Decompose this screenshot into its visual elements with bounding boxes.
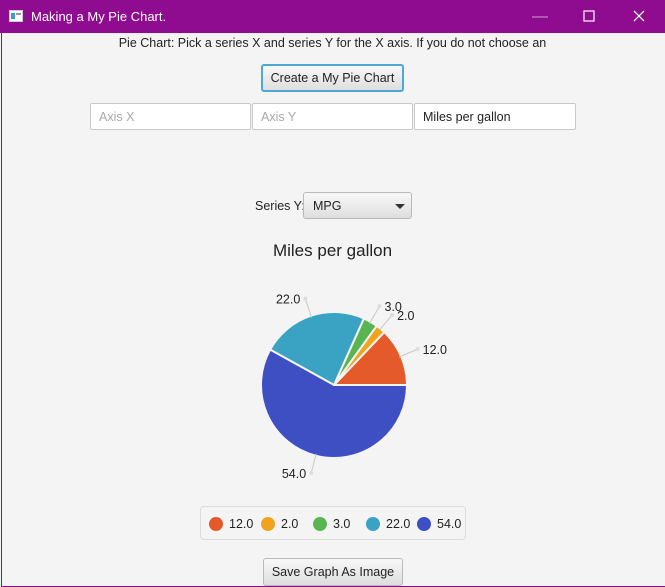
- slice-label-marker: [303, 296, 308, 301]
- legend-label: 2.0: [281, 517, 299, 531]
- app-icon: [9, 10, 23, 22]
- legend-label: 12.0: [229, 517, 254, 531]
- slice-label: 12.0: [423, 343, 447, 357]
- window-title: Making a My Pie Chart.: [31, 9, 167, 24]
- save-graph-button[interactable]: Save Graph As Image: [263, 558, 403, 586]
- slice-label-line: [399, 348, 418, 358]
- legend-label: 54.0: [437, 517, 462, 531]
- slice-label-marker: [390, 312, 395, 317]
- series-y-label: Series Y:: [255, 199, 305, 213]
- legend-swatch: [261, 517, 275, 531]
- chart-title-input[interactable]: [414, 103, 576, 130]
- series-y-selected: MPG: [313, 199, 342, 213]
- legend-swatch: [209, 517, 223, 531]
- legend-label: 3.0: [333, 517, 351, 531]
- chevron-down-icon: [395, 204, 405, 209]
- slice-label: 54.0: [282, 467, 306, 481]
- slice-label: 3.0: [385, 300, 402, 314]
- slice-label-line: [310, 453, 317, 474]
- slice-label-line: [304, 298, 313, 318]
- slice-label-marker: [415, 347, 420, 352]
- minimize-icon[interactable]: —: [532, 8, 548, 25]
- axis-x-input[interactable]: [90, 103, 251, 130]
- axis-y-input[interactable]: [252, 103, 413, 130]
- legend-label: 22.0: [386, 517, 411, 531]
- series-y-select[interactable]: MPG: [303, 192, 412, 219]
- slice-label-line: [378, 314, 393, 331]
- legend-swatch: [313, 517, 327, 531]
- chart-legend: 12.0 2.0 3.0 22.0 54.0: [200, 506, 466, 540]
- info-text: Pie Chart: Pick a series X and series Y …: [118, 36, 547, 50]
- chart-title: Miles per gallon: [272, 241, 393, 260]
- maximize-icon[interactable]: [566, 0, 612, 33]
- slice-label-marker: [377, 304, 382, 309]
- legend-swatch: [366, 517, 380, 531]
- slice-label-marker: [309, 471, 314, 476]
- create-pie-chart-button[interactable]: Create a My Pie Chart: [261, 64, 404, 92]
- legend-swatch: [417, 517, 431, 531]
- title-bar: Making a My Pie Chart. —: [0, 0, 665, 33]
- close-icon[interactable]: [616, 0, 662, 33]
- slice-label-line: [369, 305, 380, 324]
- slice-label: 2.0: [397, 309, 414, 323]
- slice-label: 22.0: [276, 293, 300, 307]
